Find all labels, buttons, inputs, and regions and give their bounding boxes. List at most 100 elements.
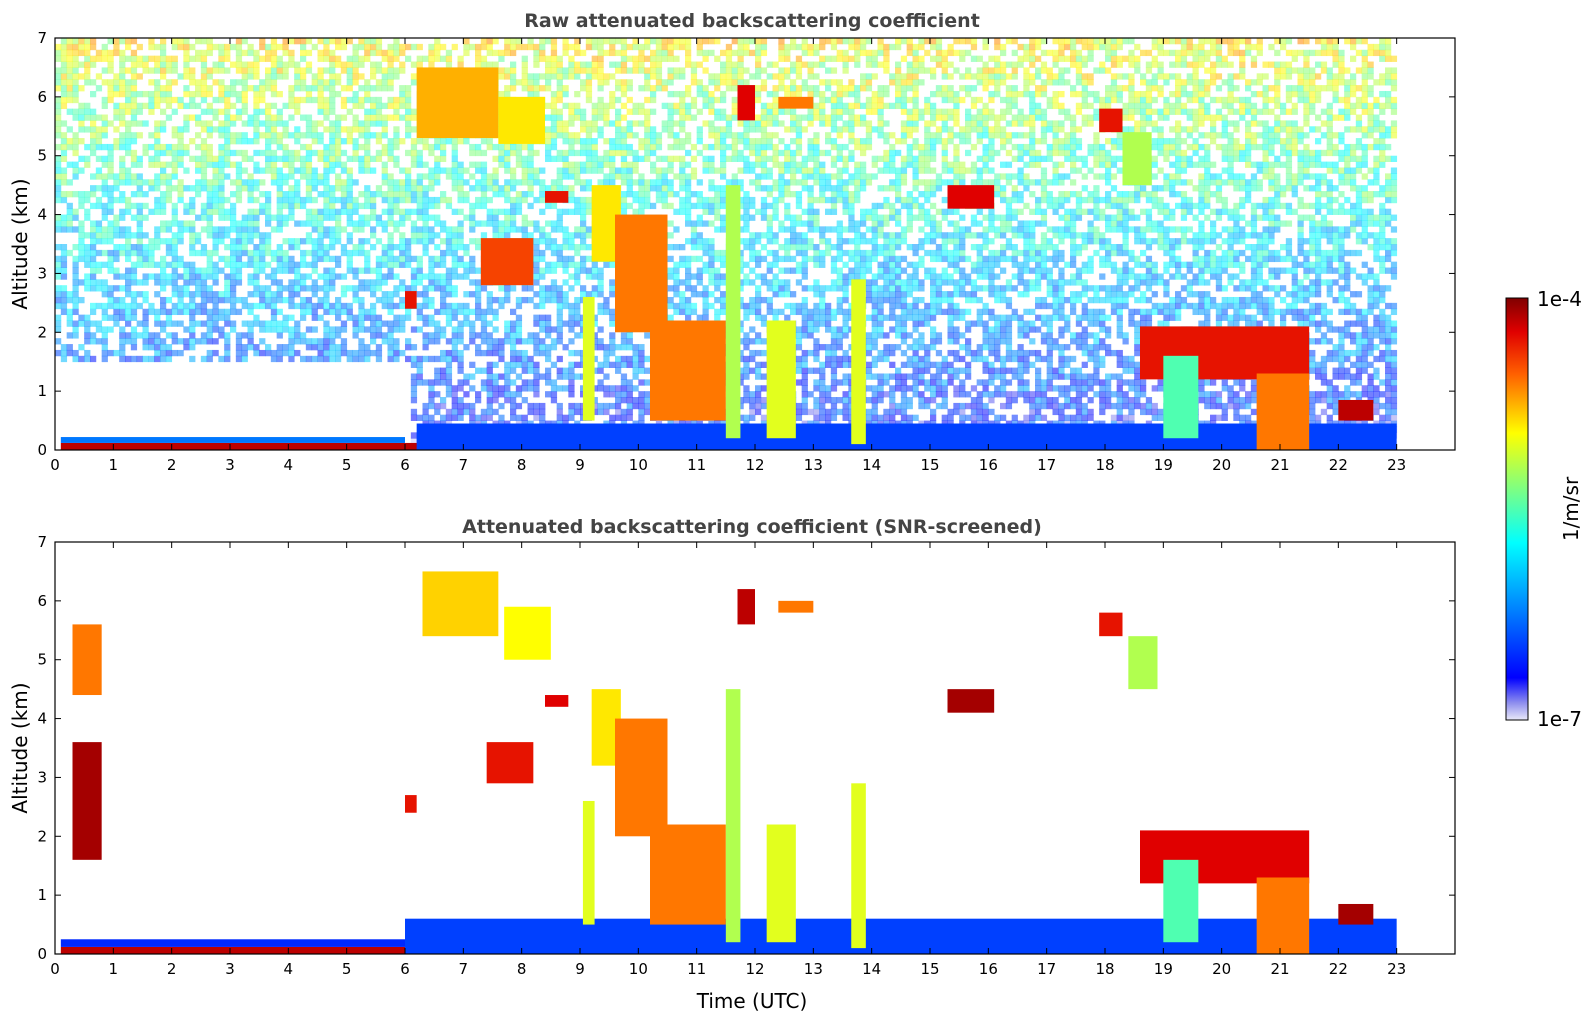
noise-cell: [504, 220, 511, 227]
noise-cell: [720, 255, 727, 263]
noise-cell: [55, 220, 62, 227]
noise-cell: [60, 90, 68, 98]
noise-cell: [405, 114, 412, 121]
noise-cell: [84, 314, 91, 321]
noise-cell: [410, 143, 418, 151]
noise-cell: [358, 191, 365, 198]
noise-cell: [200, 338, 208, 345]
noise-cell: [317, 96, 324, 104]
noise-cell: [130, 279, 138, 286]
noise-cell: [305, 220, 313, 227]
noise-cell: [585, 90, 593, 98]
noise-cell: [200, 208, 208, 215]
noise-cell: [370, 208, 377, 215]
noise-cell: [644, 79, 651, 86]
noise-cell: [305, 155, 313, 162]
noise-cell: [265, 349, 272, 357]
noise-cell: [755, 38, 762, 45]
noise-cell: [405, 120, 412, 127]
noise-cell: [615, 67, 622, 74]
noise-cell: [84, 214, 91, 221]
noise-cell: [498, 414, 505, 421]
noise-cell: [562, 261, 569, 268]
noise-cell: [574, 167, 581, 174]
noise-cell: [679, 143, 686, 151]
noise-cell: [375, 49, 383, 57]
noise-cell: [755, 43, 762, 51]
noise-cell: [690, 191, 698, 198]
noise-cell: [720, 220, 727, 227]
noise-cell: [679, 38, 686, 45]
noise-cell: [224, 96, 231, 104]
noise-cell: [282, 238, 289, 245]
noise-cell: [766, 202, 773, 210]
noise-cell: [113, 185, 120, 192]
noise-cell: [737, 279, 744, 286]
noise-cell: [451, 385, 458, 392]
noise-cell: [545, 296, 552, 304]
noise-cell: [690, 238, 698, 245]
noise-cell: [125, 138, 132, 145]
noise-cell: [282, 132, 289, 139]
noise-cell: [521, 285, 528, 292]
noise-cell: [288, 314, 295, 321]
noise-cell: [107, 267, 114, 274]
noise-cell: [533, 314, 540, 321]
noise-cell: [84, 73, 91, 80]
noise-cell: [247, 302, 254, 310]
noise-cell: [702, 49, 709, 57]
noise-cell: [422, 161, 429, 168]
noise-cell: [632, 179, 639, 186]
noise-cell: [177, 220, 184, 227]
noise-cell: [685, 185, 692, 192]
noise-cell: [370, 85, 377, 92]
noise-cell: [335, 349, 342, 357]
noise-cell: [265, 344, 272, 351]
noise-cell: [300, 173, 307, 180]
noise-cell: [655, 132, 663, 139]
noise-cell: [550, 96, 558, 104]
noise-cell: [241, 332, 248, 339]
noise-cell: [603, 102, 610, 110]
noise-cell: [352, 267, 359, 274]
noise-cell: [276, 173, 283, 180]
noise-cell: [125, 143, 132, 151]
noise-cell: [457, 255, 464, 263]
noise-cell: [119, 214, 126, 221]
noise-cell: [510, 85, 517, 92]
noise-cell: [580, 244, 587, 251]
noise-cell: [270, 43, 278, 51]
noise-cell: [667, 185, 674, 192]
noise-cell: [720, 143, 727, 151]
noise-cell: [405, 55, 412, 62]
noise-cell: [632, 402, 639, 410]
noise-cell: [755, 296, 762, 304]
noise-cell: [690, 143, 698, 151]
noise-cell: [276, 132, 283, 139]
noise-cell: [550, 220, 558, 227]
noise-cell: [492, 173, 499, 180]
noise-cell: [119, 344, 126, 351]
noise-cell: [107, 191, 114, 198]
noise-cell: [556, 291, 563, 298]
noise-cell: [136, 226, 143, 233]
noise-cell: [154, 79, 161, 86]
noise-cell: [755, 397, 762, 404]
noise-cell: [200, 55, 208, 62]
noise-cell: [381, 120, 388, 127]
noise-cell: [130, 85, 138, 92]
noise-cell: [743, 385, 750, 392]
noise-cell: [101, 232, 108, 239]
noise-cell: [445, 61, 453, 68]
noise-cell: [195, 120, 202, 127]
noise-cell: [469, 161, 476, 168]
noise-cell: [440, 367, 447, 374]
noise-cell: [335, 55, 342, 62]
noise-cell: [212, 96, 219, 104]
noise-cell: [638, 344, 645, 351]
noise-cell: [679, 308, 686, 316]
noise-cell: [358, 61, 365, 68]
noise-cell: [685, 138, 692, 145]
noise-cell: [498, 49, 505, 57]
noise-cell: [463, 391, 470, 398]
